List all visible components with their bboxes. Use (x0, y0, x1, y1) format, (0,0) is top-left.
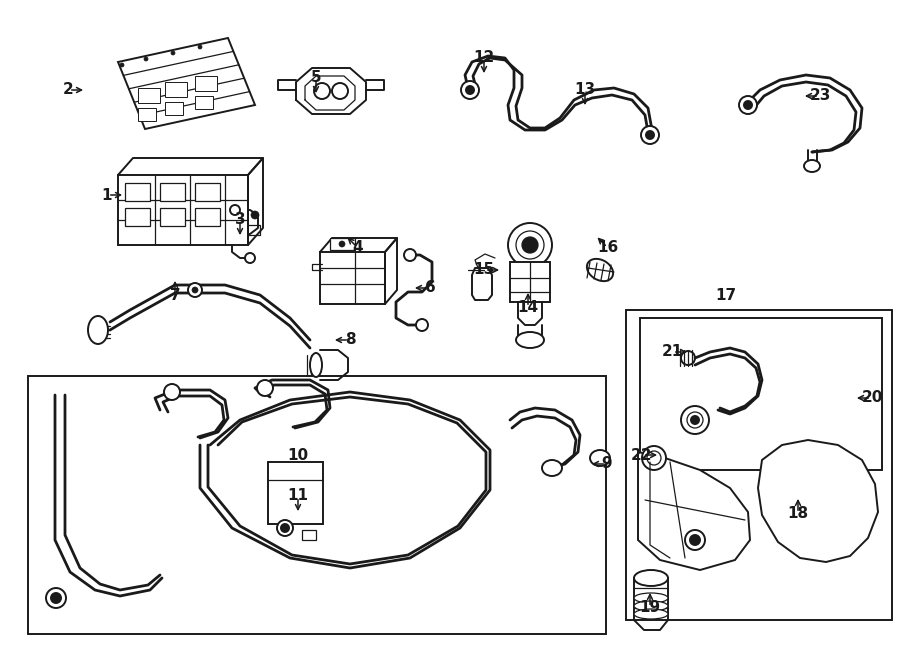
Ellipse shape (88, 316, 108, 344)
Ellipse shape (634, 570, 668, 586)
Text: 23: 23 (809, 89, 831, 103)
Circle shape (144, 57, 148, 61)
Bar (125, 183, 150, 201)
Ellipse shape (281, 524, 289, 532)
Text: 16: 16 (598, 240, 618, 256)
Ellipse shape (245, 253, 255, 263)
Text: 4: 4 (353, 240, 364, 256)
Ellipse shape (646, 131, 654, 139)
Circle shape (192, 287, 198, 293)
Text: 11: 11 (287, 489, 309, 504)
Ellipse shape (314, 83, 330, 99)
Ellipse shape (690, 535, 700, 545)
Text: 5: 5 (310, 70, 321, 85)
Ellipse shape (164, 384, 180, 400)
Bar (125, 208, 150, 226)
Circle shape (171, 51, 175, 55)
Ellipse shape (681, 351, 695, 365)
Ellipse shape (685, 530, 705, 550)
Ellipse shape (466, 86, 474, 94)
Circle shape (339, 241, 345, 247)
Text: 8: 8 (345, 332, 356, 348)
Text: 1: 1 (102, 187, 112, 203)
Text: 10: 10 (287, 448, 309, 463)
Bar (268, 462, 323, 524)
Circle shape (251, 211, 259, 219)
Ellipse shape (522, 237, 538, 253)
Text: 22: 22 (631, 448, 652, 463)
Ellipse shape (681, 406, 709, 434)
Ellipse shape (516, 332, 544, 348)
Text: 9: 9 (602, 457, 612, 471)
Ellipse shape (691, 416, 699, 424)
Polygon shape (638, 452, 750, 570)
Bar (320, 252, 385, 304)
Ellipse shape (641, 126, 659, 144)
Bar (195, 208, 220, 226)
Ellipse shape (188, 283, 202, 297)
Bar (165, 102, 183, 115)
Circle shape (120, 63, 124, 67)
Text: 18: 18 (788, 506, 808, 522)
Text: 6: 6 (425, 281, 436, 295)
Text: 15: 15 (473, 263, 495, 277)
Polygon shape (758, 440, 878, 562)
Ellipse shape (804, 160, 820, 172)
Ellipse shape (542, 460, 562, 476)
Ellipse shape (642, 446, 666, 470)
Ellipse shape (257, 380, 273, 396)
Ellipse shape (46, 588, 66, 608)
Bar (160, 208, 185, 226)
Ellipse shape (590, 450, 610, 466)
Bar (510, 262, 550, 302)
Bar (302, 530, 316, 540)
Bar (138, 108, 156, 121)
Bar (195, 183, 220, 201)
Bar (195, 96, 213, 109)
Text: 21: 21 (662, 344, 682, 359)
Ellipse shape (739, 96, 757, 114)
Text: 17: 17 (716, 287, 736, 303)
Bar (138, 88, 160, 103)
Text: 14: 14 (518, 301, 538, 316)
Ellipse shape (634, 593, 668, 603)
Text: 19: 19 (639, 600, 661, 616)
Polygon shape (118, 38, 255, 129)
Text: 20: 20 (861, 391, 883, 406)
Ellipse shape (51, 593, 61, 603)
Text: 13: 13 (574, 83, 596, 97)
Ellipse shape (508, 223, 552, 267)
Bar (195, 76, 217, 91)
Text: 7: 7 (170, 289, 180, 303)
Ellipse shape (310, 353, 322, 377)
Text: 12: 12 (473, 50, 495, 66)
Ellipse shape (416, 319, 428, 331)
Text: 3: 3 (235, 213, 246, 228)
Ellipse shape (744, 101, 752, 109)
Bar (28, 376, 606, 634)
Bar (626, 310, 892, 620)
Ellipse shape (277, 520, 293, 536)
Bar (640, 318, 882, 470)
Bar (118, 175, 248, 245)
Ellipse shape (230, 205, 240, 215)
Ellipse shape (516, 231, 544, 259)
Ellipse shape (587, 259, 613, 281)
Bar (330, 238, 355, 250)
Ellipse shape (647, 451, 661, 465)
Ellipse shape (332, 83, 348, 99)
Ellipse shape (404, 249, 416, 261)
Circle shape (198, 45, 202, 49)
Bar (165, 82, 187, 97)
Ellipse shape (634, 609, 668, 619)
Ellipse shape (687, 412, 703, 428)
Text: 2: 2 (63, 83, 74, 97)
Bar (160, 183, 185, 201)
Ellipse shape (461, 81, 479, 99)
Ellipse shape (634, 601, 668, 611)
